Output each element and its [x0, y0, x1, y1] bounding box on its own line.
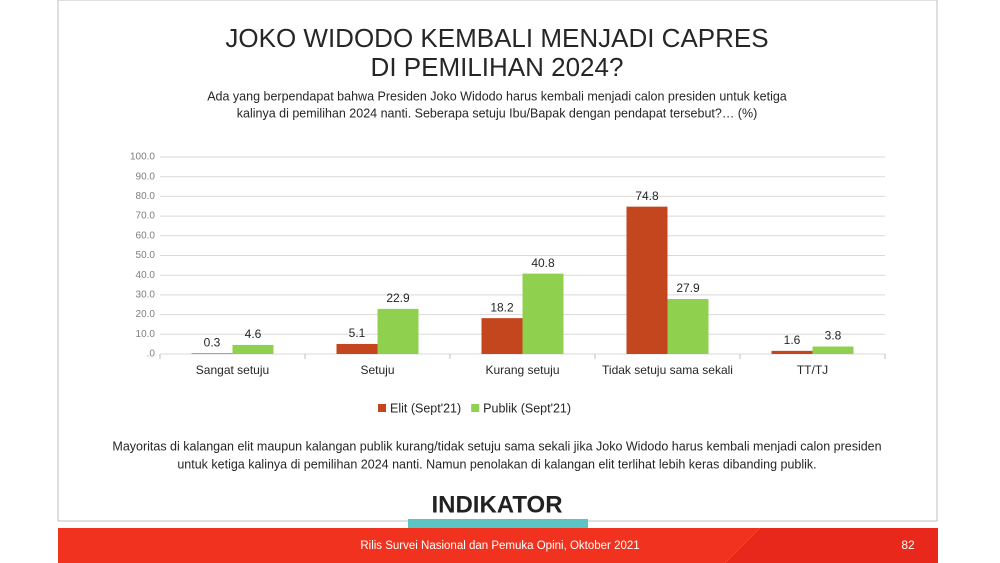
value-label: 22.9: [386, 291, 410, 305]
value-label: 3.8: [825, 329, 842, 343]
value-label: 18.2: [490, 300, 514, 314]
bar: [377, 308, 419, 354]
value-label: 4.6: [245, 327, 262, 341]
y-tick-label: 20.0: [136, 309, 156, 320]
y-tick-label: 50.0: [136, 250, 156, 261]
bar: [626, 206, 668, 354]
y-tick-label: 80.0: [136, 191, 156, 202]
x-tick-label: TT/TJ: [797, 363, 828, 377]
y-tick-label: 40.0: [136, 270, 156, 281]
footer-bar-right: [725, 528, 938, 563]
value-label: 74.8: [635, 189, 659, 203]
bar: [232, 344, 274, 354]
x-tick-label: Setuju: [360, 363, 394, 377]
legend-swatch: [471, 404, 480, 412]
bar: [667, 299, 709, 354]
y-tick-label: 60.0: [136, 230, 156, 241]
bar: [336, 343, 378, 354]
legend-swatch: [378, 404, 386, 412]
value-label: 40.8: [531, 256, 555, 270]
bar: [522, 273, 564, 354]
logo-bar: [408, 519, 588, 528]
bar: [191, 353, 233, 354]
subtitle: Ada yang berpendapat bahwa Presiden Joko…: [207, 89, 787, 103]
legend-label: Publik (Sept'21): [483, 401, 571, 415]
value-label: 1.6: [784, 333, 801, 347]
legend-label: Elit (Sept'21): [390, 401, 461, 415]
x-tick-label: Kurang setuju: [485, 363, 559, 377]
footer-text: Rilis Survei Nasional dan Pemuka Opini, …: [360, 540, 639, 552]
bar: [771, 350, 813, 354]
y-tick-label: .0: [147, 349, 156, 360]
chart-title: DI PEMILIHAN 2024?: [371, 52, 624, 82]
value-label: 5.1: [349, 326, 366, 340]
footer-bar: [58, 528, 760, 563]
value-label: 27.9: [676, 281, 700, 295]
y-tick-label: 10.0: [136, 329, 156, 340]
page-number: 82: [901, 538, 915, 552]
y-tick-label: 70.0: [136, 211, 156, 222]
y-tick-label: 90.0: [136, 171, 156, 182]
slide-frame: [57, 0, 938, 522]
note: untuk ketiga kalinya di pemilihan 2024 n…: [177, 457, 816, 471]
subtitle: kalinya di pemilihan 2024 nanti. Seberap…: [237, 106, 758, 120]
logo: INDIKATOR: [431, 491, 562, 518]
chart-title: JOKO WIDODO KEMBALI MENJADI CAPRES: [225, 23, 768, 53]
bar: [812, 346, 854, 354]
x-tick-label: Tidak setuju sama sekali: [602, 363, 733, 377]
value-label: 0.3: [204, 336, 221, 350]
y-tick-label: 100.0: [130, 152, 155, 163]
y-tick-label: 30.0: [136, 290, 156, 301]
bar: [481, 318, 523, 354]
x-tick-label: Sangat setuju: [196, 363, 269, 377]
note: Mayoritas di kalangan elit maupun kalang…: [112, 439, 881, 453]
